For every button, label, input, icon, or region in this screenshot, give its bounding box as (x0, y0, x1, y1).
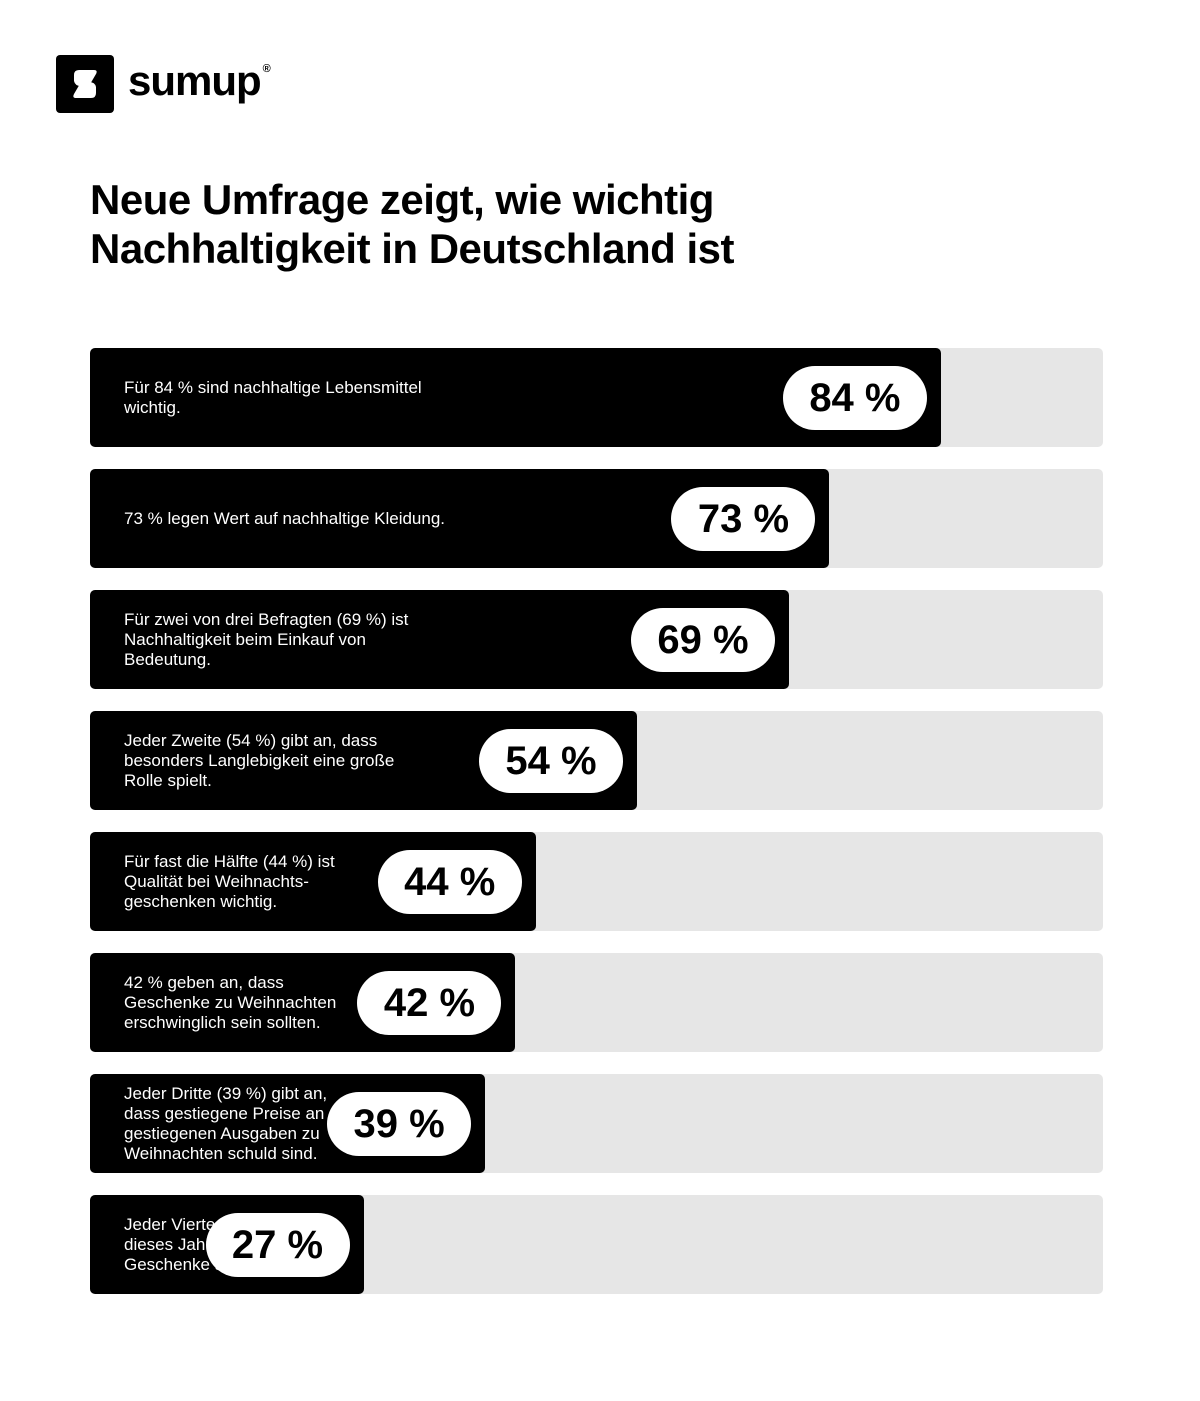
bar-description: Für fast die Hälfte (44 %) ist Qualität … (124, 851, 335, 911)
bar: Jeder Dritte (39 %) gibt an, dass gestie… (90, 1074, 486, 1173)
bar-value-badge: 69 % (630, 607, 775, 672)
title-line-1: Neue Umfrage zeigt, wie wichtig (90, 176, 714, 223)
bar-track: Für 84 % sind nachhaltige Lebensmittel w… (90, 348, 1103, 447)
brand-logo: sumup ® (56, 55, 271, 113)
bar-track: 42 % geben an, dass Geschenke zu Weihnac… (90, 953, 1103, 1052)
bar-description: 73 % legen Wert auf nachhaltige Kleidung… (124, 508, 446, 528)
bar: Für 84 % sind nachhaltige Lebensmittel w… (90, 348, 941, 447)
brand-name: sumup ® (128, 57, 271, 104)
page-title: Neue Umfrage zeigt, wie wichtig Nachhalt… (90, 175, 734, 273)
bar-description: Jeder Dritte (39 %) gibt an, dass gestie… (124, 1083, 328, 1163)
bar-track: Für fast die Hälfte (44 %) ist Qualität … (90, 832, 1103, 931)
bar: 42 % geben an, dass Geschenke zu Weihnac… (90, 953, 516, 1052)
sumup-logo-icon (56, 55, 114, 113)
bar-description: Jeder Zweite (54 %) gibt an, dass besond… (124, 730, 395, 790)
bar-value-badge: 54 % (479, 728, 624, 793)
bar-value-badge: 27 % (205, 1212, 350, 1277)
bar: Für fast die Hälfte (44 %) ist Qualität … (90, 832, 536, 931)
bar-value-badge: 84 % (782, 365, 927, 430)
bar-description: Für 84 % sind nachhaltige Lebensmittel w… (124, 377, 422, 417)
bar: 73 % legen Wert auf nachhaltige Kleidung… (90, 469, 830, 568)
bar: Jeder Vierte (27 %) wird dieses Jahr meh… (90, 1195, 364, 1294)
title-line-2: Nachhaltigkeit in Deutschland ist (90, 225, 734, 272)
bar: Jeder Zweite (54 %) gibt an, dass besond… (90, 711, 638, 810)
bar-track: Jeder Dritte (39 %) gibt an, dass gestie… (90, 1074, 1103, 1173)
bar-description: Für zwei von drei Befragten (69 %) ist N… (124, 609, 409, 669)
logo-glyph (73, 70, 97, 98)
registered-mark: ® (262, 63, 271, 75)
bar-track: Jeder Vierte (27 %) wird dieses Jahr meh… (90, 1195, 1103, 1294)
bar-track: 73 % legen Wert auf nachhaltige Kleidung… (90, 469, 1103, 568)
bar-track: Für zwei von drei Befragten (69 %) ist N… (90, 590, 1103, 689)
bar: Für zwei von drei Befragten (69 %) ist N… (90, 590, 789, 689)
bar-value-badge: 73 % (671, 486, 816, 551)
bar-description: 42 % geben an, dass Geschenke zu Weihnac… (124, 972, 337, 1032)
bar-track: Jeder Zweite (54 %) gibt an, dass besond… (90, 711, 1103, 810)
bar-value-badge: 42 % (357, 970, 502, 1035)
bar-value-badge: 44 % (377, 849, 522, 914)
bar-chart: Für 84 % sind nachhaltige Lebensmittel w… (90, 348, 1103, 1316)
bar-value-badge: 39 % (327, 1091, 472, 1156)
